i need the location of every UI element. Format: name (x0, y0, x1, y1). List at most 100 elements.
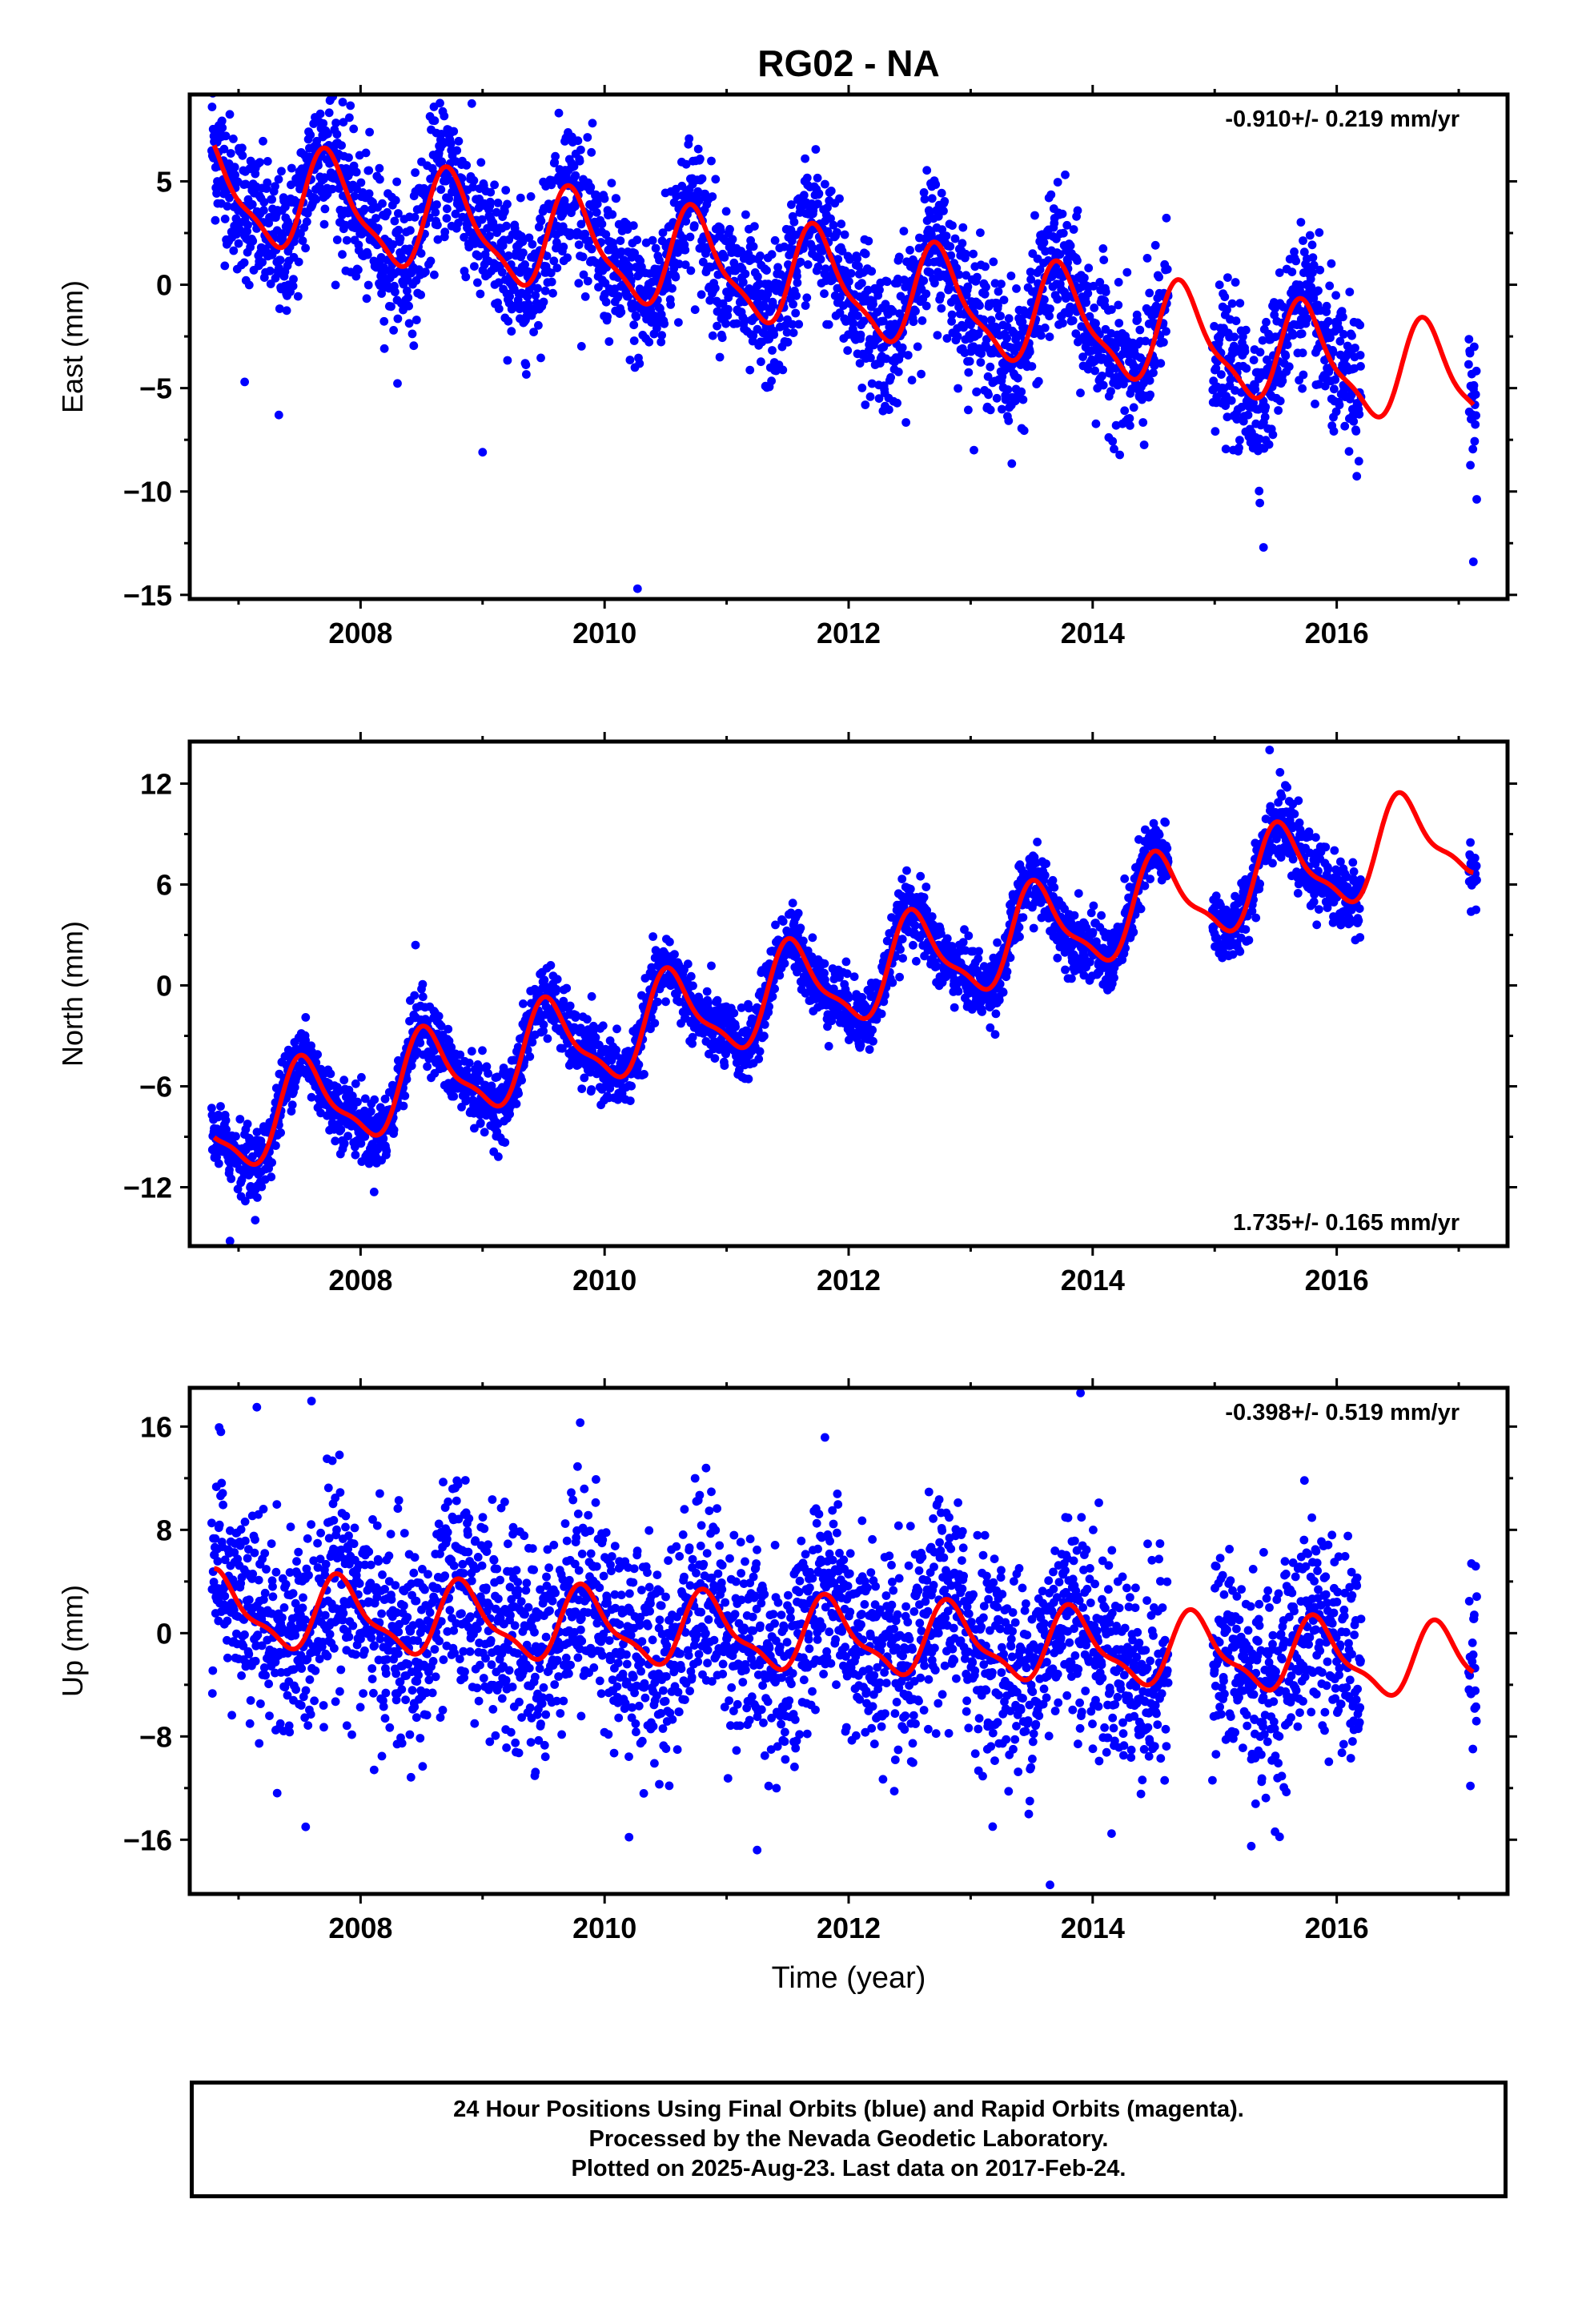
observation-point (992, 393, 1002, 403)
observation-point (339, 118, 348, 127)
observation-point (1115, 450, 1124, 460)
observation-point (723, 311, 733, 320)
observation-point (302, 217, 311, 227)
observation-point (1220, 292, 1230, 302)
observation-point (866, 353, 875, 363)
observation-point (369, 1188, 379, 1196)
observation-point (410, 212, 420, 222)
observation-point (927, 194, 937, 203)
observation-point (1098, 244, 1108, 253)
observation-point (1046, 304, 1054, 313)
observation-point (668, 283, 677, 293)
observation-point (287, 1100, 297, 1109)
observation-point (345, 113, 354, 123)
observation-point (408, 329, 417, 339)
observation-point (975, 301, 984, 310)
observation-point (587, 147, 596, 157)
outlier-point (632, 584, 642, 593)
observation-point (1314, 286, 1323, 296)
observation-point (1091, 419, 1101, 428)
observation-point (571, 171, 580, 180)
observation-point (874, 394, 884, 403)
observation-point (969, 249, 978, 259)
observation-point (833, 227, 841, 237)
y-tick-label: −15 (123, 579, 172, 612)
observation-point (1090, 304, 1099, 312)
observation-point (258, 258, 267, 267)
observation-point (775, 971, 785, 980)
observation-point (584, 236, 594, 246)
observation-point (336, 1125, 346, 1134)
observation-point (319, 119, 328, 128)
observation-point (238, 143, 247, 153)
observation-point (875, 285, 884, 295)
observation-point (271, 182, 279, 191)
observation-point (1340, 421, 1350, 431)
observation-point (796, 923, 805, 933)
observation-point (311, 195, 321, 204)
observation-point (349, 124, 359, 134)
observation-point (731, 1022, 740, 1031)
observation-point (574, 240, 584, 249)
observation-point (741, 210, 750, 219)
observation-point (1221, 444, 1231, 454)
observation-point (881, 300, 890, 309)
observation-point (1108, 436, 1118, 446)
observation-point (917, 369, 926, 379)
observation-point (973, 272, 982, 282)
observation-point (728, 235, 737, 244)
observation-point (364, 189, 374, 199)
observation-point (1114, 319, 1124, 328)
observation-point (984, 390, 993, 400)
observation-point (1145, 288, 1154, 298)
observation-point (705, 296, 715, 305)
observation-point (400, 1092, 410, 1100)
observation-point (600, 194, 609, 203)
observation-point (648, 932, 657, 941)
observation-point (522, 370, 531, 379)
observation-point (1268, 430, 1278, 440)
observation-point (837, 219, 846, 229)
observation-point (433, 235, 443, 244)
observation-point (857, 279, 866, 287)
observation-point (444, 1024, 453, 1034)
observation-point (1231, 278, 1240, 287)
observation-point (640, 1070, 648, 1079)
observation-point (1249, 356, 1259, 364)
observation-point (360, 204, 369, 214)
observation-point (251, 1216, 260, 1224)
observation-point (671, 272, 681, 282)
observation-point (1355, 409, 1364, 419)
observation-point (1227, 396, 1236, 405)
observation-point (689, 221, 699, 230)
observation-point (1464, 335, 1474, 344)
observation-point (351, 271, 361, 281)
observation-point (616, 247, 626, 256)
observation-point (783, 337, 793, 347)
observation-point (1053, 295, 1062, 304)
observation-point (559, 242, 568, 251)
observation-point (467, 1047, 476, 1056)
observation-point (755, 1047, 765, 1056)
observation-point (503, 356, 512, 365)
x-tick-label: 2014 (1061, 617, 1125, 649)
observation-point (476, 289, 485, 299)
observation-point (356, 178, 366, 187)
observation-point (801, 301, 810, 310)
observation-point (793, 278, 802, 287)
observation-point (474, 251, 484, 261)
observation-point (552, 984, 561, 994)
observation-point (503, 199, 512, 209)
observation-point (363, 280, 373, 290)
observation-point (379, 344, 389, 353)
observation-point (911, 307, 920, 316)
outlier-point (1468, 557, 1478, 566)
observation-point (551, 151, 560, 161)
observation-point (897, 343, 907, 352)
observation-point (259, 198, 269, 207)
observation-point (816, 255, 825, 264)
observation-point (808, 933, 817, 943)
observation-point (964, 405, 973, 415)
observation-point (404, 319, 414, 328)
observation-point (320, 204, 330, 214)
